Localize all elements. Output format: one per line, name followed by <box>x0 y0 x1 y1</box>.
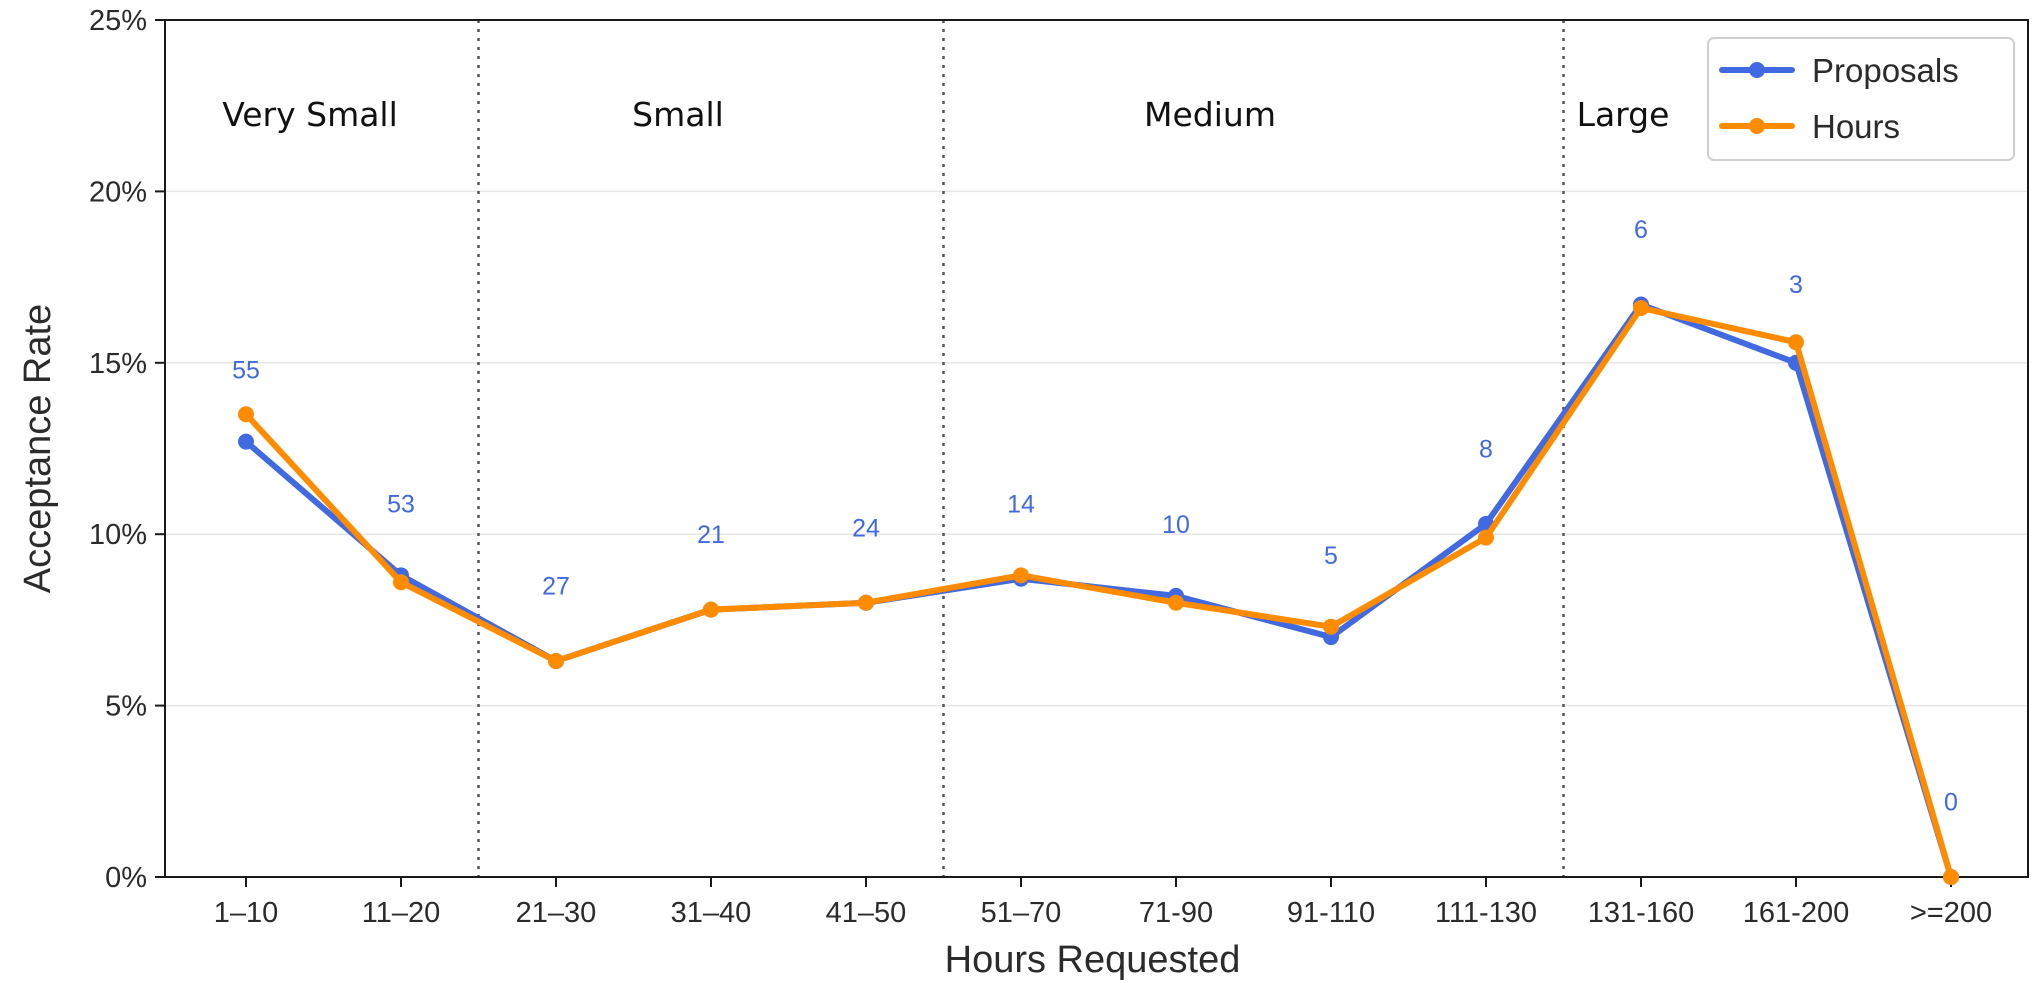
y-tick-label: 15% <box>89 348 147 380</box>
series-layer <box>238 296 1959 885</box>
y-tick-label: 0% <box>105 862 147 894</box>
count-label: 8 <box>1479 436 1493 464</box>
series-line-hours <box>243 304 1954 880</box>
count-label: 10 <box>1162 511 1190 539</box>
plot-frame <box>164 19 2029 878</box>
x-tick-label: 161-200 <box>1743 897 1849 929</box>
count-label: 53 <box>387 490 415 518</box>
legend-marker-proposals <box>1749 62 1765 78</box>
data-point-hours <box>1943 869 1959 885</box>
x-tick-label: 71-90 <box>1139 897 1213 929</box>
data-point-hours <box>1633 299 1649 316</box>
y-axis-ticks: 0% 5% 10% 15% 20% 25% <box>89 5 165 894</box>
x-tick-label: 91-110 <box>1287 897 1375 929</box>
data-point-hours <box>1168 594 1184 611</box>
data-point-hours <box>393 574 409 591</box>
region-label: Medium <box>1144 95 1276 134</box>
count-label: 55 <box>232 357 260 385</box>
x-tick-label: 11–20 <box>362 897 441 929</box>
count-label: 27 <box>542 573 570 601</box>
region-labels: Very Small Small Medium Large <box>222 95 1669 134</box>
y-axis-title: Acceptance Rate <box>17 304 59 593</box>
x-tick-label: 111-130 <box>1435 897 1537 929</box>
x-tick-label: 131-160 <box>1588 897 1694 929</box>
x-tick-label: 31–40 <box>671 897 752 929</box>
data-point-hours <box>703 601 719 618</box>
count-label: 24 <box>852 514 880 542</box>
count-label: 21 <box>697 521 725 549</box>
data-point-proposals <box>238 433 254 450</box>
data-point-hours <box>858 594 874 611</box>
count-label: 0 <box>1944 789 1958 817</box>
count-label: 3 <box>1789 271 1803 299</box>
region-label: Very Small <box>222 95 398 134</box>
legend-marker-hours <box>1749 118 1765 134</box>
y-tick-label: 20% <box>89 176 147 208</box>
region-label: Small <box>632 95 724 134</box>
region-label: Large <box>1577 95 1670 134</box>
data-point-hours <box>1478 529 1494 546</box>
y-tick-label: 5% <box>105 691 147 723</box>
region-dividers <box>477 20 1565 877</box>
x-axis-title: Hours Requested <box>945 939 1241 981</box>
legend: Proposals Hours <box>1707 37 2015 161</box>
data-point-hours <box>1013 567 1029 584</box>
count-label: 5 <box>1324 542 1338 570</box>
y-tick-label: 10% <box>89 519 147 551</box>
x-tick-label: 51–70 <box>981 897 1062 929</box>
count-annotations: 55 53 27 21 24 14 10 5 8 6 3 0 <box>232 216 1958 816</box>
grid-layer <box>165 190 2028 707</box>
data-point-hours <box>548 653 564 670</box>
x-tick-label: 41–50 <box>826 897 907 929</box>
legend-label-proposals: Proposals <box>1812 52 1959 89</box>
x-tick-label: 21–30 <box>516 897 597 929</box>
count-label: 6 <box>1634 216 1648 244</box>
x-tick-label: 1–10 <box>214 897 279 929</box>
data-point-hours <box>1323 618 1339 635</box>
y-tick-label: 25% <box>89 5 147 37</box>
legend-label-hours: Hours <box>1812 108 1900 145</box>
x-tick-label: >=200 <box>1910 897 1992 929</box>
data-point-hours <box>238 406 254 423</box>
x-axis-ticks: 1–10 11–20 21–30 31–40 41–50 51–70 71-90 91-110… <box>214 877 1992 929</box>
data-point-hours <box>1788 334 1804 351</box>
count-label: 14 <box>1007 490 1035 518</box>
